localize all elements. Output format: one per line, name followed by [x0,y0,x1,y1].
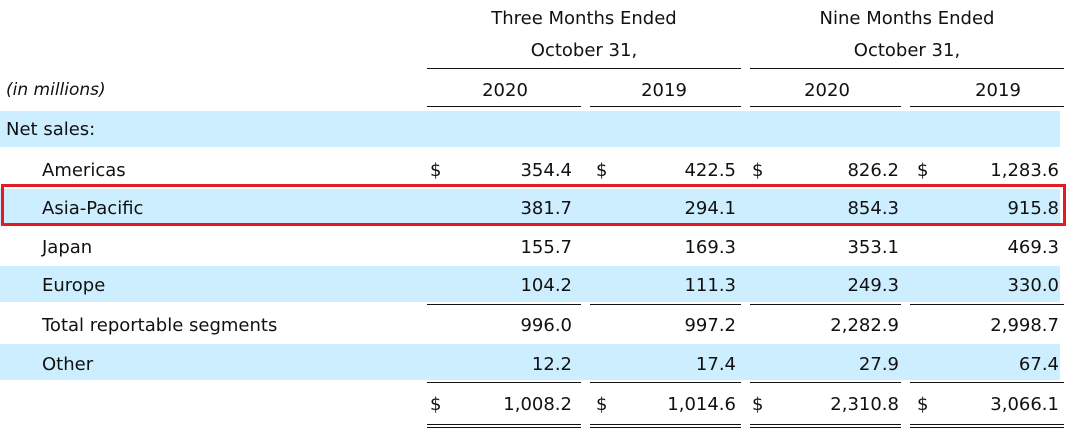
year-header: 2020 [804,80,850,101]
row-band-other [0,344,1060,380]
table-cell: 826.2 [847,160,899,181]
header-three-months-line1: Three Months Ended [491,8,677,29]
year-rule [590,106,741,107]
total-rule [750,382,901,383]
grand-total-rule [910,427,1064,428]
currency-symbol: $ [430,394,442,415]
total-rule [590,382,741,383]
header-rule-three-months [427,68,741,69]
year-rule [750,106,901,107]
year-header: 2019 [975,80,1021,101]
table-cell: 915.8 [1007,198,1059,219]
table-cell: 2,282.9 [830,315,899,336]
currency-symbol: $ [917,160,929,181]
row-band-net-sales [0,111,1060,147]
table-cell: 997.2 [684,315,736,336]
grand-total-rule [750,427,901,428]
table-cell: 2,998.7 [990,315,1059,336]
year-rule [910,106,1064,107]
total-rule [910,382,1064,383]
row-label-japan: Japan [42,237,93,258]
table-cell: 294.1 [684,198,736,219]
table-cell: 330.0 [1007,275,1059,296]
row-label-asia-pacific: Asia-Pacific [42,198,144,219]
row-label-other: Other [42,354,94,375]
table-cell: 67.4 [1018,354,1059,375]
table-cell: 155.7 [520,237,572,258]
table-cell: 27.9 [858,354,899,375]
grand-total-rule [750,424,901,425]
units-label: (in millions) [6,80,106,100]
table-cell: 354.4 [520,160,572,181]
currency-symbol: $ [752,160,764,181]
highlight-box-asia-pacific [1,184,1066,226]
year-header: 2019 [641,80,687,101]
table-cell: 2,310.8 [830,394,899,415]
table-cell: 1,283.6 [990,160,1059,181]
currency-symbol: $ [596,160,608,181]
table-cell: 17.4 [695,354,736,375]
currency-symbol: $ [917,394,929,415]
table-cell: 249.3 [847,275,899,296]
subtotal-rule [750,304,901,305]
table-cell: 104.2 [520,275,572,296]
table-cell: 854.3 [847,198,899,219]
header-nine-months-line1: Nine Months Ended [819,8,995,29]
row-label-americas: Americas [42,160,126,181]
year-rule [427,106,581,107]
currency-symbol: $ [430,160,442,181]
subtotal-rule [910,304,1064,305]
table-cell: 3,066.1 [990,394,1059,415]
table-cell: 169.3 [684,237,736,258]
table-cell: 1,008.2 [503,394,572,415]
grand-total-rule [427,427,581,428]
grand-total-rule [590,427,741,428]
row-label-europe: Europe [42,275,106,296]
row-band-europe [0,266,1060,302]
table-cell: 469.3 [1007,237,1059,258]
table-cell: 422.5 [684,160,736,181]
subtotal-rule [590,304,741,305]
section-label-net-sales: Net sales: [6,119,96,140]
grand-total-rule [910,424,1064,425]
table-cell: 353.1 [847,237,899,258]
table-cell: 111.3 [684,275,736,296]
total-rule [427,382,581,383]
currency-symbol: $ [752,394,764,415]
currency-symbol: $ [596,394,608,415]
table-cell: 1,014.6 [667,394,736,415]
table-cell: 996.0 [520,315,572,336]
table-cell: 12.2 [531,354,572,375]
header-three-months-line2: October 31, [530,40,638,61]
header-nine-months-line2: October 31, [853,40,961,61]
row-label-total-reportable-segments: Total reportable segments [42,315,278,336]
subtotal-rule [427,304,581,305]
grand-total-rule [590,424,741,425]
year-header: 2020 [482,80,528,101]
grand-total-rule [427,424,581,425]
row-band-asia-pacific [0,189,1060,225]
table-cell: 381.7 [520,198,572,219]
header-rule-nine-months [750,68,1064,69]
